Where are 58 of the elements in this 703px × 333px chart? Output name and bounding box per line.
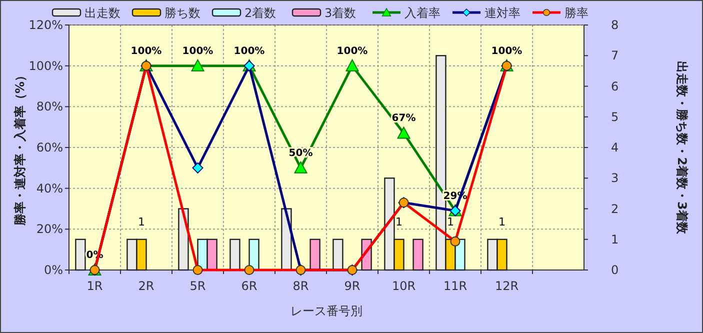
y-tick-label: 80% [36, 100, 63, 114]
legend-label: 3着数 [324, 6, 356, 20]
bar [206, 238, 218, 271]
data-label: 100% [491, 46, 522, 57]
data-label: 100% [130, 46, 162, 57]
x-tick-label: 8R [292, 279, 309, 293]
y2-axis-title: 出走数・勝ち数・2着数・3着数 [675, 61, 689, 235]
data-label: 100% [234, 46, 265, 57]
point [192, 162, 204, 174]
bar [412, 238, 424, 271]
bar [230, 238, 240, 271]
bar [384, 178, 395, 271]
y2-tick-label: 4 [611, 140, 619, 154]
bar [310, 238, 320, 271]
bar [75, 238, 86, 271]
bar [454, 238, 466, 271]
point [294, 161, 308, 174]
y2-tick-label: 7 [611, 48, 619, 63]
bar [332, 238, 344, 271]
y2-tick-label: 8 [611, 18, 619, 32]
y-tick-label: 20% [36, 222, 63, 236]
y2-tick-label: 6 [611, 79, 619, 94]
legend-label: 勝率 [564, 6, 588, 20]
x-tick-label: 6R [241, 279, 258, 293]
y-tick-label: 120% [28, 18, 63, 32]
y2-tick-label: 0 [611, 263, 619, 277]
y-axis-title: 勝率・連対率・入着率（%） [13, 69, 27, 227]
point [346, 59, 359, 72]
x-tick-label: 1R [86, 279, 103, 293]
y-tick-label: 100% [28, 58, 63, 73]
data-label: 1 [446, 215, 454, 228]
x-axis-title: レース番号別 [290, 304, 362, 318]
y2-tick-label: 2 [611, 202, 619, 216]
x-tick-label: 2R [138, 279, 154, 293]
x-tick-label: 5R [190, 279, 206, 293]
data-label: 100% [336, 46, 368, 57]
y-tick-label: 40% [36, 181, 63, 196]
bar [248, 238, 260, 271]
data-label: 1 [138, 215, 145, 228]
y2-tick-label: 3 [611, 171, 619, 186]
legend-label: 連対率 [484, 6, 520, 20]
legend-label: 入着率 [404, 6, 440, 20]
x-tick-label: 11R [443, 279, 468, 293]
y-tick-label: 0% [44, 263, 63, 277]
x-tick-label: 12R [494, 279, 519, 293]
point [397, 126, 410, 139]
data-label: 1 [395, 215, 402, 228]
x-tick-label: 9R [344, 279, 360, 293]
y-tick-label: 60% [36, 140, 63, 154]
legend-label: 勝ち数 [164, 6, 200, 20]
data-label: 1 [498, 215, 506, 228]
legend-label: 出走数 [84, 6, 120, 20]
data-label: 100% [182, 46, 214, 57]
x-tick-label: 10R [392, 279, 416, 293]
point [191, 59, 204, 72]
y2-tick-label: 5 [611, 110, 619, 124]
y2-tick-label: 1 [611, 232, 619, 246]
legend-label: 2着数 [244, 6, 276, 20]
